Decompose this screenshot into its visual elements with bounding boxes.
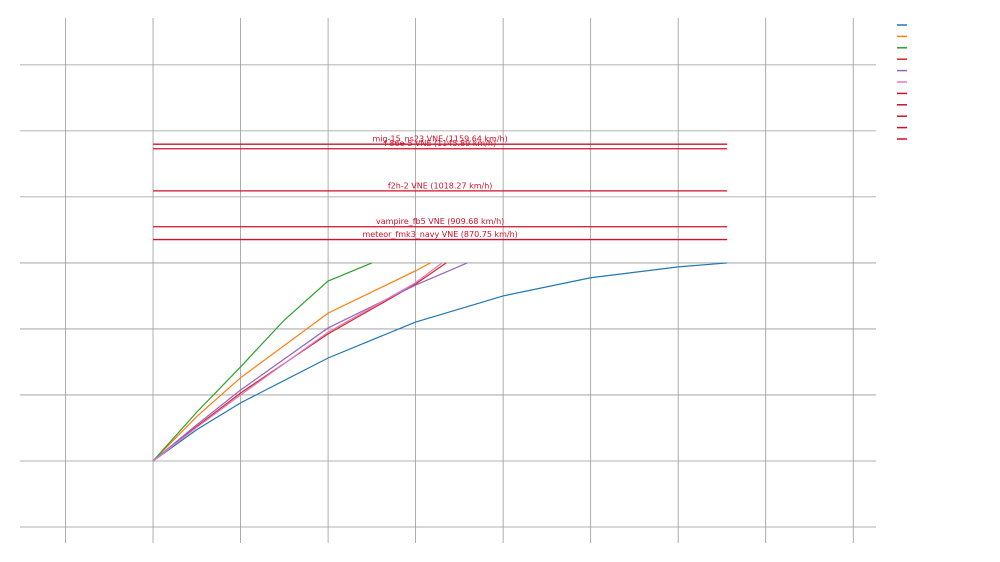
vne-label: f2h-2 VNE (1018.27 km/h) <box>388 181 493 190</box>
vne-label: vampire_fb5 VNE (909.68 km/h) <box>376 217 504 226</box>
series-line <box>152 262 443 462</box>
series-line <box>152 262 373 462</box>
series-line <box>152 262 447 462</box>
vne-label: mig-15_ns23 VNE (1159.64 km/h) <box>373 135 508 144</box>
series-line <box>152 262 431 462</box>
series-line <box>152 262 468 462</box>
series-line <box>152 262 728 462</box>
vne-label: f-86e-5 VNE (1145.89 km/h) <box>384 139 496 148</box>
vne-label: meteor_fmk3_navy VNE (870.75 km/h) <box>362 230 517 239</box>
